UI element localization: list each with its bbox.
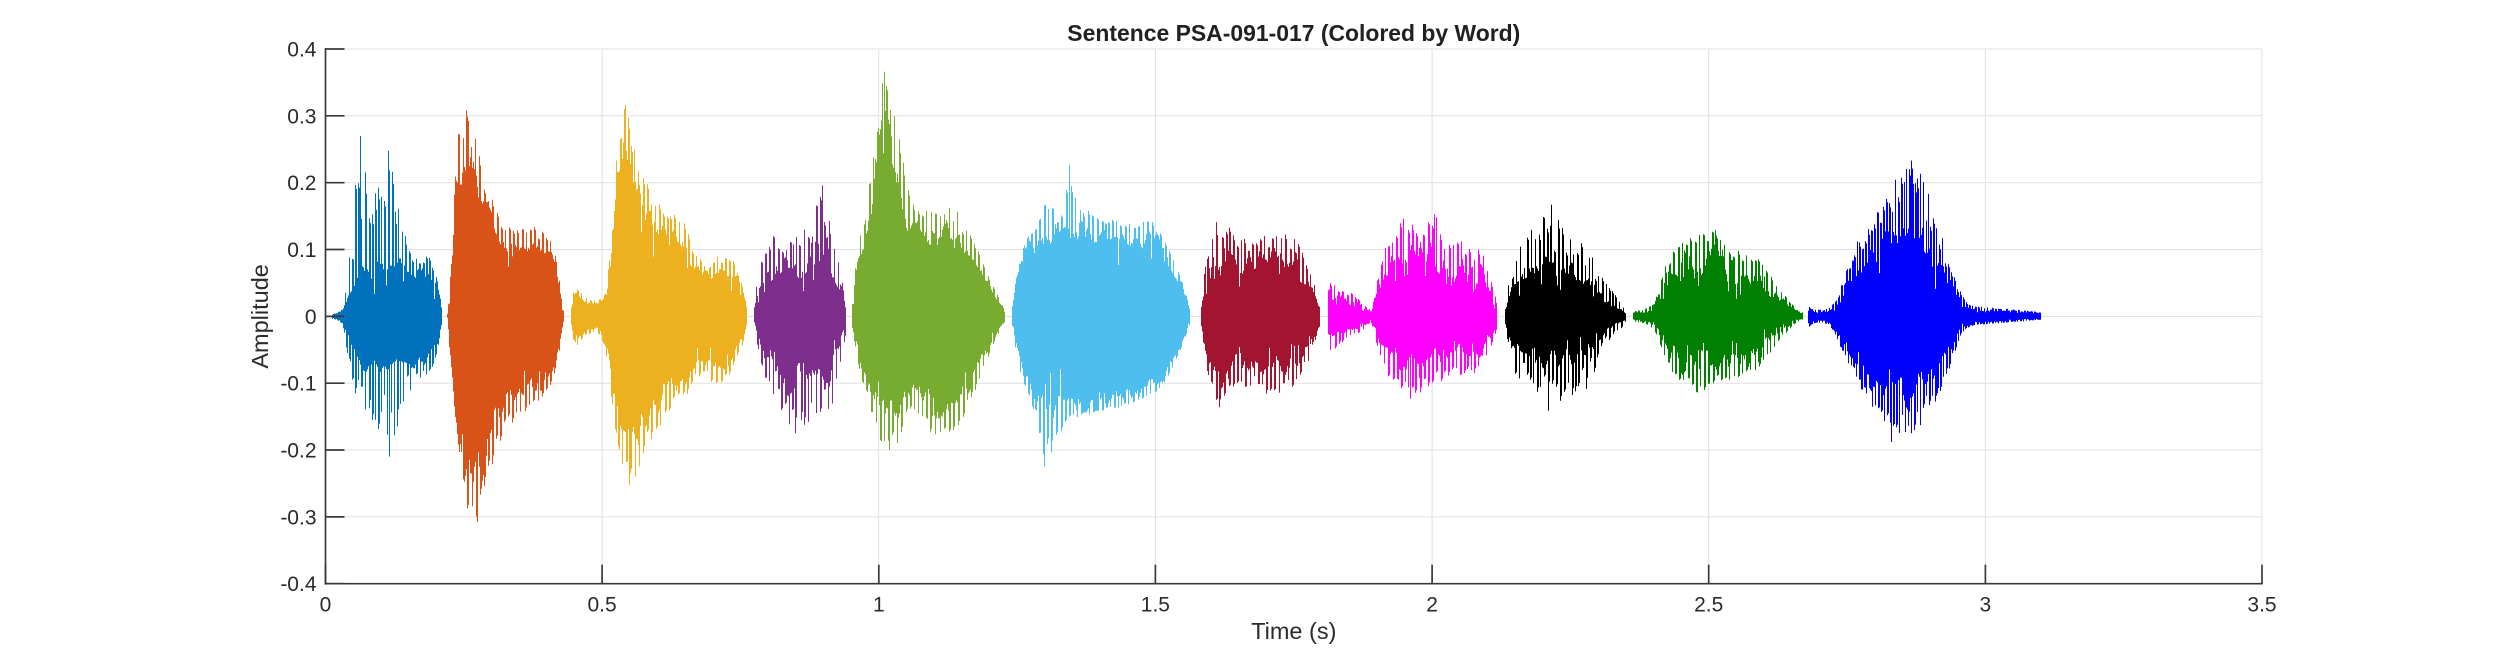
svg-text:-0.4: -0.4 (280, 573, 317, 596)
svg-text:-0.1: -0.1 (280, 373, 316, 396)
svg-text:0.1: 0.1 (287, 239, 316, 262)
svg-text:2.5: 2.5 (1694, 594, 1723, 617)
svg-text:0.5: 0.5 (587, 594, 616, 617)
svg-text:0.3: 0.3 (287, 105, 316, 128)
svg-text:0.2: 0.2 (287, 172, 316, 195)
svg-text:0: 0 (320, 594, 332, 617)
svg-text:-0.2: -0.2 (280, 440, 316, 463)
svg-text:3.5: 3.5 (2247, 594, 2276, 617)
svg-text:Sentence PSA-091-017 (Colored: Sentence PSA-091-017 (Colored by Word) (1067, 20, 1520, 46)
svg-text:Amplitude: Amplitude (247, 264, 273, 369)
svg-text:1: 1 (873, 594, 885, 617)
svg-text:2: 2 (1426, 594, 1438, 617)
svg-text:Time (s): Time (s) (1251, 618, 1336, 644)
svg-text:-0.3: -0.3 (280, 506, 316, 529)
svg-text:1.5: 1.5 (1141, 594, 1170, 617)
svg-text:0: 0 (305, 306, 317, 329)
svg-text:0.4: 0.4 (287, 39, 317, 62)
svg-text:3: 3 (1980, 594, 1992, 617)
